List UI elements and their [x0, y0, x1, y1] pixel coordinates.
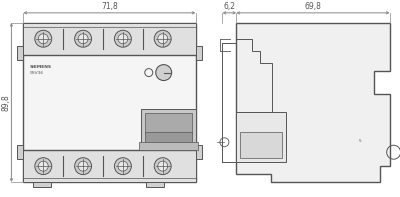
Polygon shape	[236, 23, 390, 182]
Circle shape	[114, 30, 131, 47]
Bar	[23, 23, 196, 182]
Text: 5SV36: 5SV36	[29, 71, 44, 75]
Bar	[141, 109, 196, 150]
Circle shape	[75, 158, 92, 175]
Circle shape	[78, 34, 88, 44]
Text: 71,8: 71,8	[101, 2, 118, 11]
Circle shape	[118, 34, 128, 44]
Bar	[145, 132, 192, 144]
Circle shape	[78, 161, 88, 171]
Circle shape	[35, 30, 52, 47]
Circle shape	[114, 158, 131, 175]
Bar	[240, 132, 282, 158]
Text: SIEMENS: SIEMENS	[29, 65, 52, 69]
Bar	[236, 112, 286, 162]
Circle shape	[118, 161, 128, 171]
Text: 89,8: 89,8	[2, 94, 10, 111]
Circle shape	[156, 65, 172, 81]
Bar	[196, 46, 202, 60]
Bar	[196, 145, 202, 159]
Bar	[139, 142, 198, 150]
Circle shape	[154, 30, 171, 47]
Circle shape	[38, 34, 48, 44]
Circle shape	[75, 30, 92, 47]
Text: 69,8: 69,8	[304, 2, 322, 11]
Circle shape	[154, 158, 171, 175]
Bar	[17, 145, 23, 159]
Bar	[17, 46, 23, 60]
Bar	[33, 182, 51, 187]
Circle shape	[35, 158, 52, 175]
Text: 5: 5	[358, 139, 361, 143]
Bar	[145, 113, 192, 134]
Text: 6,2: 6,2	[224, 2, 236, 11]
Bar	[146, 182, 164, 187]
Circle shape	[38, 161, 48, 171]
Circle shape	[158, 161, 168, 171]
Circle shape	[158, 34, 168, 44]
Bar	[23, 23, 196, 55]
Bar	[23, 150, 196, 182]
